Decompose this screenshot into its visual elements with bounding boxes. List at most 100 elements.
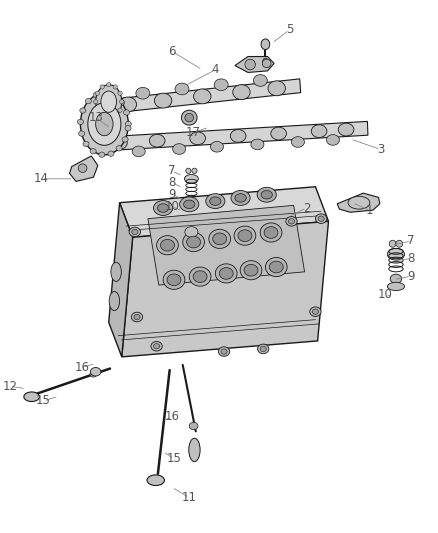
Ellipse shape — [90, 370, 97, 377]
Text: 8: 8 — [407, 252, 415, 265]
Ellipse shape — [129, 227, 141, 237]
Ellipse shape — [231, 190, 250, 205]
Ellipse shape — [132, 229, 138, 235]
Polygon shape — [104, 79, 301, 114]
Polygon shape — [122, 221, 328, 357]
Ellipse shape — [233, 85, 250, 100]
Ellipse shape — [119, 100, 125, 106]
Ellipse shape — [78, 131, 85, 136]
Ellipse shape — [90, 368, 101, 376]
Ellipse shape — [120, 100, 124, 104]
Ellipse shape — [214, 79, 228, 91]
Polygon shape — [235, 56, 274, 72]
Polygon shape — [120, 187, 328, 237]
Text: 14: 14 — [34, 172, 49, 185]
Ellipse shape — [95, 108, 99, 112]
Text: 7: 7 — [407, 235, 415, 247]
Ellipse shape — [108, 151, 114, 156]
Ellipse shape — [102, 91, 108, 96]
Ellipse shape — [112, 136, 127, 149]
Ellipse shape — [80, 108, 86, 113]
Ellipse shape — [264, 227, 278, 238]
Ellipse shape — [235, 193, 246, 202]
Ellipse shape — [118, 108, 122, 112]
Ellipse shape — [189, 267, 211, 286]
Ellipse shape — [257, 187, 276, 202]
Text: 9: 9 — [168, 188, 176, 201]
Ellipse shape — [387, 282, 405, 290]
Ellipse shape — [240, 261, 262, 280]
Text: 11: 11 — [182, 491, 197, 504]
Ellipse shape — [263, 58, 268, 64]
Ellipse shape — [160, 239, 174, 251]
Text: 6: 6 — [168, 45, 176, 58]
Polygon shape — [70, 156, 98, 181]
Ellipse shape — [245, 59, 255, 70]
Ellipse shape — [125, 126, 131, 131]
Ellipse shape — [261, 190, 272, 199]
Ellipse shape — [101, 91, 117, 112]
Ellipse shape — [387, 248, 405, 260]
Ellipse shape — [184, 201, 198, 207]
Text: 17: 17 — [186, 126, 201, 139]
Ellipse shape — [109, 292, 120, 311]
Text: 1: 1 — [366, 204, 374, 217]
Text: 9: 9 — [407, 270, 415, 282]
Ellipse shape — [111, 262, 121, 281]
Ellipse shape — [95, 85, 122, 119]
Ellipse shape — [238, 230, 252, 241]
Ellipse shape — [155, 93, 172, 108]
Ellipse shape — [184, 200, 195, 208]
Ellipse shape — [151, 342, 162, 351]
Text: 2: 2 — [303, 201, 311, 214]
Ellipse shape — [111, 93, 117, 99]
Ellipse shape — [210, 141, 223, 152]
Ellipse shape — [147, 475, 164, 486]
Ellipse shape — [24, 392, 39, 401]
Ellipse shape — [85, 99, 92, 104]
Ellipse shape — [136, 87, 150, 99]
Ellipse shape — [167, 274, 181, 286]
Ellipse shape — [315, 214, 327, 223]
Ellipse shape — [262, 59, 271, 68]
Ellipse shape — [258, 344, 269, 354]
Text: 16: 16 — [164, 410, 179, 423]
Polygon shape — [148, 205, 304, 285]
Ellipse shape — [186, 168, 191, 173]
Ellipse shape — [131, 312, 143, 322]
Polygon shape — [109, 203, 133, 357]
Ellipse shape — [95, 91, 99, 95]
Ellipse shape — [289, 219, 294, 224]
Ellipse shape — [389, 240, 396, 247]
Ellipse shape — [260, 223, 282, 242]
Ellipse shape — [154, 200, 173, 215]
Ellipse shape — [286, 216, 297, 226]
Ellipse shape — [134, 314, 140, 320]
Ellipse shape — [189, 438, 200, 462]
Ellipse shape — [265, 257, 287, 277]
Ellipse shape — [185, 227, 198, 237]
Ellipse shape — [318, 216, 324, 221]
Text: 10: 10 — [164, 200, 179, 213]
Ellipse shape — [390, 274, 402, 284]
Ellipse shape — [88, 103, 121, 146]
Ellipse shape — [157, 236, 178, 255]
Ellipse shape — [234, 226, 256, 245]
Ellipse shape — [116, 146, 122, 151]
Ellipse shape — [149, 134, 165, 147]
Ellipse shape — [113, 114, 117, 118]
Ellipse shape — [219, 347, 230, 357]
Ellipse shape — [312, 309, 318, 314]
Ellipse shape — [310, 307, 321, 317]
Ellipse shape — [157, 204, 169, 212]
Ellipse shape — [93, 92, 99, 98]
Ellipse shape — [184, 174, 198, 183]
Ellipse shape — [81, 93, 128, 155]
Ellipse shape — [326, 135, 339, 145]
Ellipse shape — [254, 75, 267, 86]
Ellipse shape — [99, 152, 105, 157]
Text: 10: 10 — [378, 288, 392, 301]
Ellipse shape — [260, 346, 266, 352]
Ellipse shape — [271, 127, 286, 140]
Ellipse shape — [338, 123, 354, 136]
